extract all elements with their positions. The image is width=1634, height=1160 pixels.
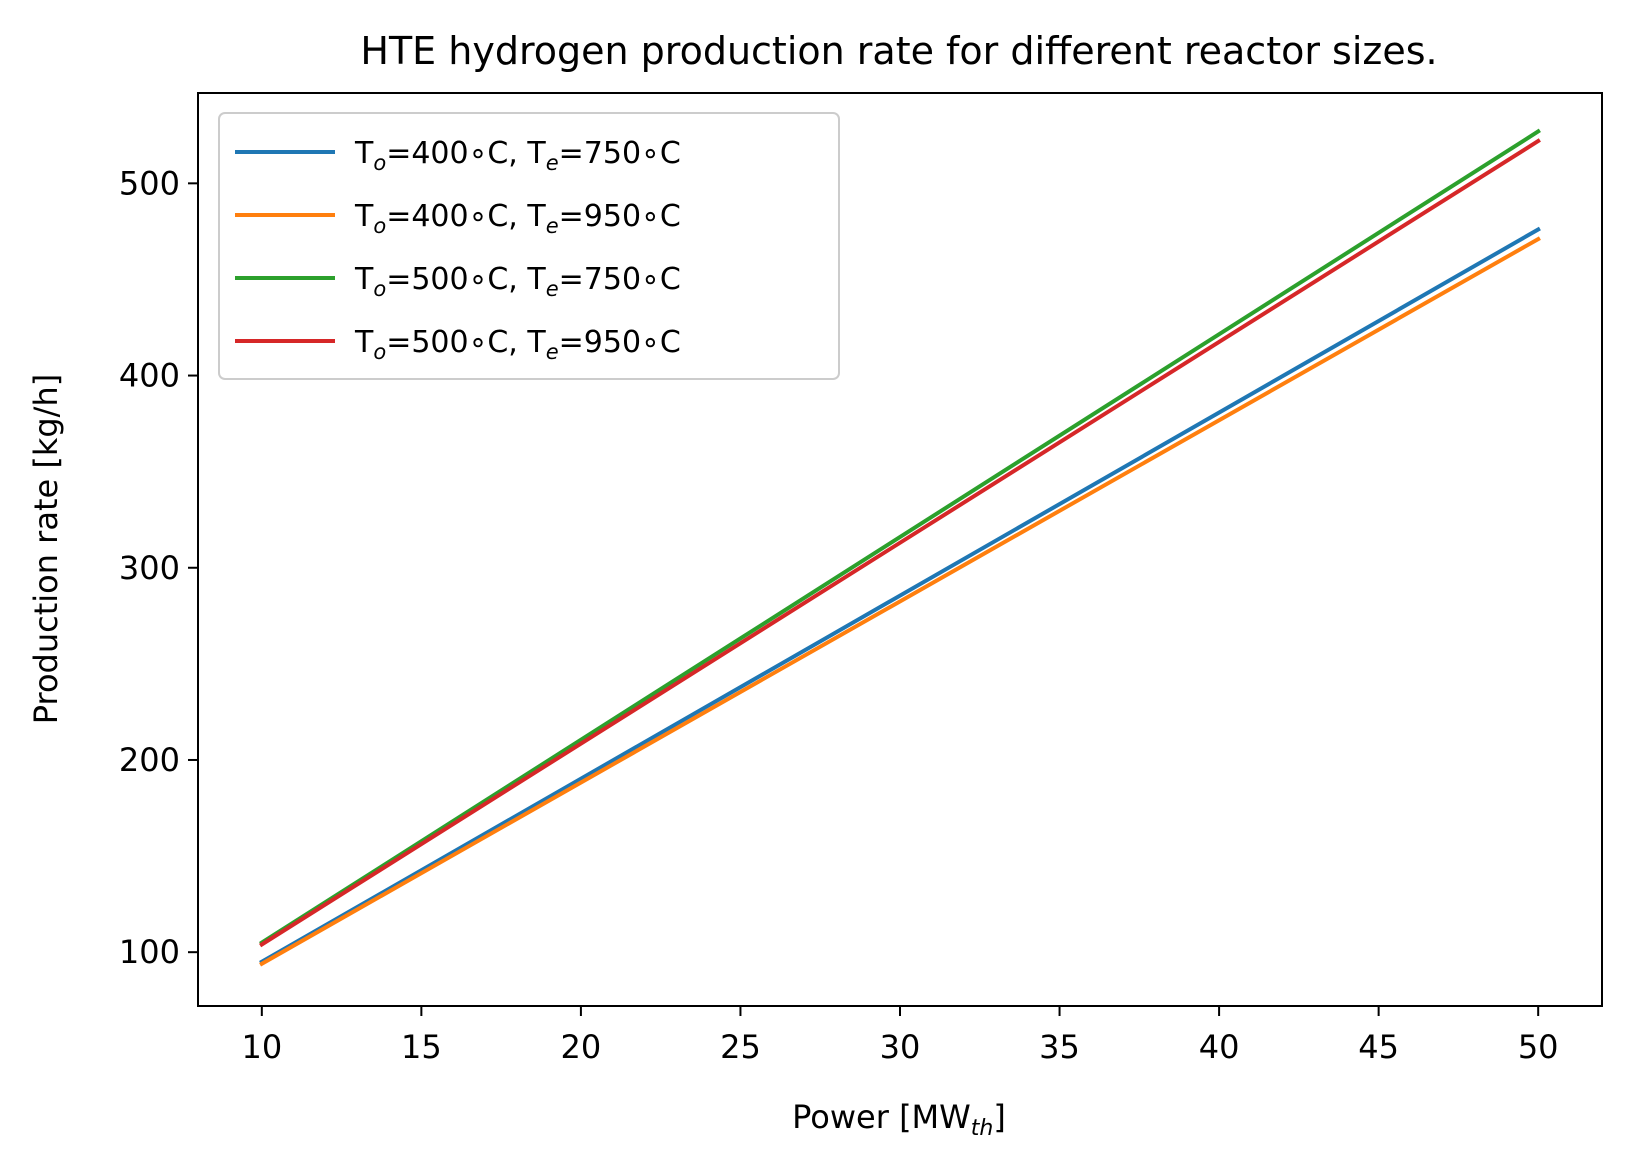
legend: To=400∘C, Te=750∘C To=400∘C, Te=950∘C To=5…: [218, 112, 840, 380]
y-tick-label: 200: [119, 741, 180, 779]
series-line-4: [259, 138, 1541, 948]
series-line-3: [259, 128, 1541, 946]
x-axis-label: Power [MWth]: [792, 1098, 1006, 1141]
x-axis: 10 15 20 25 30 35 40 45 50: [241, 1006, 1559, 1066]
y-tick-label: 100: [119, 933, 180, 971]
x-axis-label-subscript: th: [971, 1116, 994, 1141]
x-tick-label: 50: [1518, 1028, 1559, 1066]
legend-items: To=400∘C, Te=750∘C To=400∘C, Te=950∘C To=5…: [235, 136, 681, 364]
y-tick-label: 300: [119, 549, 180, 587]
x-tick-label: 40: [1199, 1028, 1240, 1066]
y-axis: 100 200 300 400 500: [119, 164, 198, 971]
x-tick-label: 10: [241, 1028, 282, 1066]
legend-label-1: To=400∘C, Te=750∘C: [354, 136, 681, 175]
legend-label-3: To=500∘C, Te=750∘C: [354, 262, 681, 301]
legend-label-4: To=500∘C, Te=950∘C: [354, 325, 681, 364]
legend-box: [218, 112, 840, 380]
chart-title: HTE hydrogen production rate for differe…: [360, 29, 1437, 73]
x-tick-label: 35: [1039, 1028, 1080, 1066]
legend-label-2: To=400∘C, Te=950∘C: [354, 199, 681, 238]
x-tick-label: 15: [401, 1028, 442, 1066]
y-tick-label: 400: [119, 357, 180, 395]
series-line-2: [259, 236, 1541, 967]
y-axis-label: Production rate [kg/h]: [27, 374, 65, 724]
series-line-1: [259, 226, 1541, 965]
x-tick-label: 25: [720, 1028, 761, 1066]
x-tick-label: 45: [1358, 1028, 1399, 1066]
x-tick-label: 30: [880, 1028, 921, 1066]
y-tick-label: 500: [119, 164, 180, 202]
x-tick-label: 20: [561, 1028, 602, 1066]
series-layer: [259, 128, 1541, 967]
